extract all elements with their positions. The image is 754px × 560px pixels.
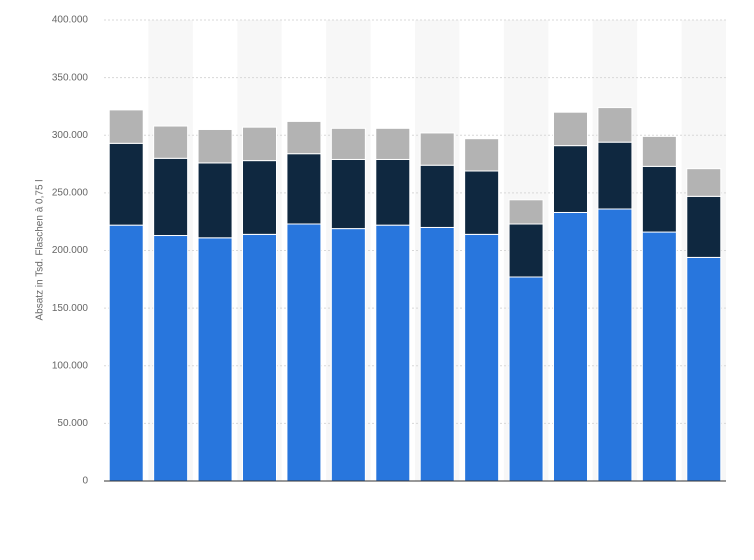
bar-segment	[197, 162, 233, 239]
bar-segment	[197, 128, 233, 164]
bar-segment	[686, 256, 722, 482]
bar-segment	[153, 125, 189, 159]
bar-segment	[330, 158, 366, 230]
bar-segment	[242, 160, 277, 235]
bar-segment	[686, 168, 722, 197]
bar-segment	[242, 233, 277, 482]
bar-segment	[419, 164, 455, 228]
bar-segment	[375, 127, 411, 160]
bar-segment	[597, 107, 633, 143]
bar-segment	[508, 276, 544, 482]
y-tick-label: 0	[82, 476, 88, 487]
bar-segment	[464, 138, 500, 172]
y-tick-label: 250.000	[52, 188, 89, 199]
bar-segment	[108, 109, 144, 144]
bar-segment	[375, 224, 411, 482]
bar-segment	[464, 170, 500, 235]
bar-segment	[242, 126, 277, 162]
bar-segment	[641, 165, 677, 233]
y-tick-label: 300.000	[52, 130, 89, 141]
y-tick-label: 350.000	[52, 72, 89, 83]
bar-segment	[641, 231, 677, 482]
bar-segment	[286, 153, 322, 225]
bar-segment	[108, 142, 144, 226]
bar-segment	[553, 211, 588, 482]
bar-segment	[508, 199, 544, 225]
bar-segment	[330, 127, 366, 160]
bar-segment	[553, 111, 588, 147]
bar-segment	[553, 145, 588, 213]
bar-segment	[419, 132, 455, 166]
bar-segment	[153, 235, 189, 482]
bar-segment	[286, 223, 322, 482]
y-tick-label: 200.000	[52, 245, 89, 256]
bar-segment	[330, 228, 366, 482]
bar-segment	[153, 157, 189, 237]
y-tick-label: 400.000	[52, 15, 89, 26]
bar-segment	[508, 223, 544, 278]
bar-segment	[597, 141, 633, 210]
bar-segment	[108, 224, 144, 482]
bar-segment	[197, 237, 233, 482]
bar-segment	[686, 195, 722, 258]
bar-segment	[375, 158, 411, 226]
bar-segment	[641, 135, 677, 167]
y-axis-label: Absatz in Tsd. Flaschen à 0,75 l	[35, 179, 46, 320]
bar-segment	[419, 226, 455, 482]
bar-segment	[286, 120, 322, 155]
y-tick-label: 150.000	[52, 303, 89, 314]
y-tick-label: 100.000	[52, 360, 89, 371]
y-tick-label: 50.000	[57, 418, 88, 429]
bar-segment	[464, 233, 500, 482]
bar-segment	[597, 208, 633, 482]
